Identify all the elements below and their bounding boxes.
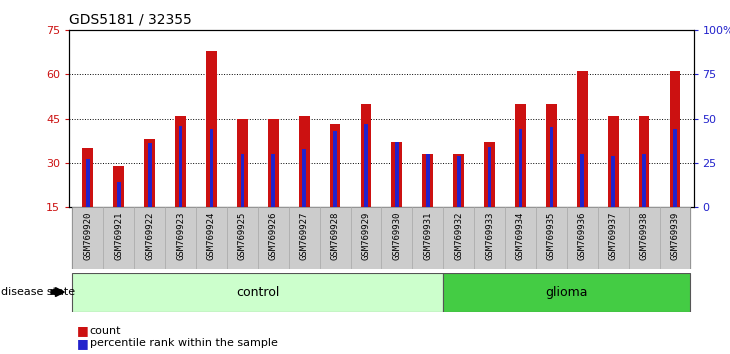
Text: GSM769924: GSM769924 [207,211,216,260]
Text: GSM769935: GSM769935 [547,211,556,260]
Bar [515,104,526,207]
Bar [134,207,165,269]
Bar [443,273,691,312]
Bar [165,207,196,269]
Bar [598,207,629,269]
Text: GSM769927: GSM769927 [300,211,309,260]
Bar [145,139,155,207]
Bar [577,72,588,207]
Bar [196,207,227,269]
Bar [117,182,120,207]
Bar [302,149,306,207]
Bar [268,119,279,207]
Bar [488,147,491,207]
Bar [566,207,598,269]
Bar [423,154,433,207]
Text: GSM769932: GSM769932 [454,211,463,260]
Text: GSM769931: GSM769931 [423,211,432,260]
Bar [72,273,443,312]
Bar [443,207,474,269]
Bar [179,126,182,207]
Bar [391,142,402,207]
Bar [289,207,320,269]
Text: GSM769936: GSM769936 [577,211,587,260]
Bar [299,116,310,207]
Bar [350,207,381,269]
Text: glioma: glioma [545,286,588,298]
Text: GSM769938: GSM769938 [639,211,648,260]
Text: GSM769921: GSM769921 [115,211,123,260]
Text: GSM769922: GSM769922 [145,211,154,260]
Bar [258,207,289,269]
Bar [333,131,337,207]
Bar [361,104,372,207]
Bar [227,207,258,269]
Text: disease state: disease state [1,287,76,297]
Bar [330,125,340,207]
Bar [453,154,464,207]
Bar [629,207,659,269]
Bar [240,154,245,207]
Bar [518,129,523,207]
Bar [113,166,124,207]
Bar [272,154,275,207]
Text: GSM769926: GSM769926 [269,211,278,260]
Text: GSM769929: GSM769929 [361,211,371,260]
Bar [550,127,553,207]
Text: percentile rank within the sample: percentile rank within the sample [90,338,277,348]
Bar [505,207,536,269]
Text: count: count [90,326,121,336]
Bar [669,72,680,207]
Bar [484,142,495,207]
Bar [673,129,677,207]
Bar [639,116,650,207]
Bar [642,154,646,207]
Bar [148,143,152,207]
Text: GSM769933: GSM769933 [485,211,494,260]
Text: GSM769930: GSM769930 [392,211,402,260]
Bar [659,207,691,269]
Bar [381,207,412,269]
Text: ■: ■ [77,337,88,350]
Bar [104,207,134,269]
Bar [457,156,461,207]
Bar [237,119,247,207]
Bar [86,159,90,207]
Bar [206,51,217,207]
Text: GDS5181 / 32355: GDS5181 / 32355 [69,12,192,26]
Bar [72,207,104,269]
Bar [364,124,368,207]
Text: GSM769934: GSM769934 [516,211,525,260]
Bar [395,142,399,207]
Text: GSM769920: GSM769920 [83,211,93,260]
Bar [608,116,618,207]
Bar [546,104,557,207]
Text: GSM769937: GSM769937 [609,211,618,260]
Text: ■: ■ [77,325,88,337]
Bar [320,207,350,269]
Bar [412,207,443,269]
Bar [82,148,93,207]
Bar [536,207,566,269]
Bar [175,116,186,207]
Bar [426,154,430,207]
Bar [210,129,213,207]
Bar [580,154,584,207]
Text: GSM769923: GSM769923 [176,211,185,260]
Text: control: control [236,286,280,298]
Text: GSM769928: GSM769928 [331,211,339,260]
Bar [611,156,615,207]
Text: GSM769925: GSM769925 [238,211,247,260]
Text: GSM769939: GSM769939 [670,211,680,260]
Bar [474,207,505,269]
